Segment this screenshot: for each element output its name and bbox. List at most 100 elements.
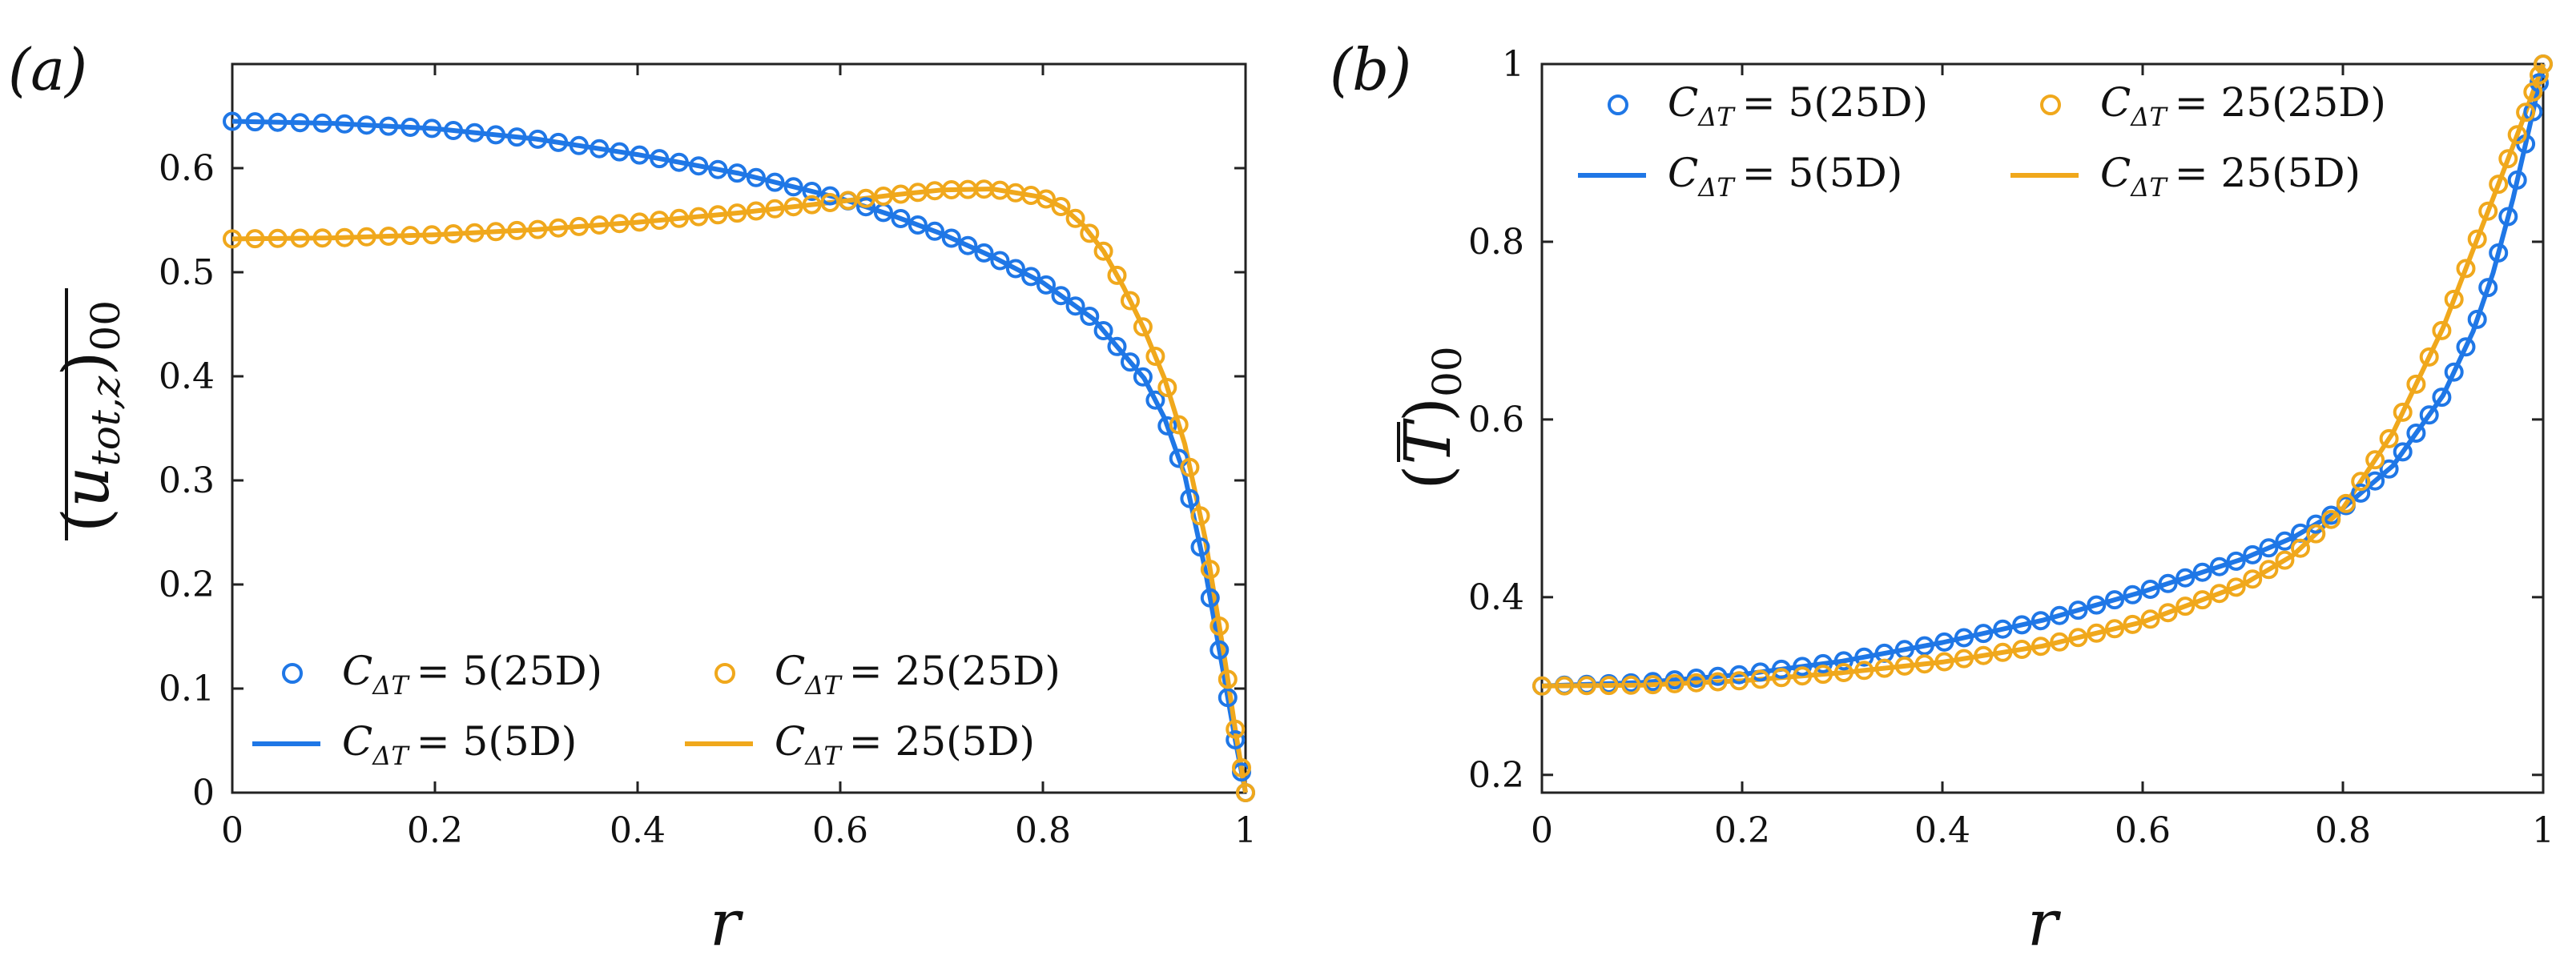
panel-b-legend-label-C5_25D: CΔT = 5(25D) <box>1668 79 1928 132</box>
panel-b-series-C25_25D-point <box>2489 175 2509 195</box>
panel-a-series-C5_25D-point <box>669 152 689 172</box>
panel-a-legend-label-C25_25D: CΔT = 25(25D) <box>775 648 1061 701</box>
panel-a-legend-marker-C5_25D <box>282 663 303 684</box>
panel-b-series-C5_25D-point <box>2031 611 2051 631</box>
panel-a-series-C25_25D-point <box>1157 378 1177 397</box>
panel-a-series-C5_25D-point <box>245 112 265 132</box>
panel-b-series-C5_25D-point <box>2379 459 2399 479</box>
panel-a-legend-marker-C25_25D <box>714 663 735 684</box>
panel-b-series-C25_25D-point <box>2444 289 2464 309</box>
panel-a-series-C5_25D-point <box>569 135 589 155</box>
panel-a-xtick-label: 0.8 <box>1015 810 1071 851</box>
panel-b-series-C5_25D-point <box>2123 584 2143 604</box>
panel-a-series-C5_25D-point <box>958 235 978 255</box>
panel-b-xtick-label: 1 <box>2532 810 2554 851</box>
panel-b-xtick-label: 0.8 <box>2315 810 2371 851</box>
panel-b-xlabel: r <box>2027 886 2062 960</box>
panel-b-series-C25_25D-point <box>2031 637 2051 657</box>
panel-a-series-C25_25D-point <box>1236 783 1255 802</box>
panel-a-series-C5_25D-point <box>528 129 548 149</box>
panel-a-xtick-label: 0.2 <box>407 810 463 851</box>
panel-a-series-C25_25D-point <box>669 208 689 228</box>
panel-b-series-C25_25D-point <box>1974 645 1994 665</box>
panel-b-series-C5_25D-point <box>1813 653 1833 673</box>
panel-a-series-C5_25D-point <box>974 243 994 263</box>
panel-a-xtick-label: 0.6 <box>812 810 868 851</box>
panel-a-series-C25_25D-point <box>400 226 421 246</box>
panel-b-series-C25_25D-point <box>2507 125 2527 145</box>
panel-b-xtick-label: 0 <box>1531 810 1553 851</box>
panel-a-series-C5_25D-point <box>610 142 630 162</box>
panel-b-series-C25_25D-point <box>1772 668 1791 688</box>
panel-b-xtick-label: 0.4 <box>1914 810 1970 851</box>
panel-b-series-C5_25D-point <box>2087 595 2107 615</box>
panel-b-series-C5_25D-point <box>2507 170 2527 190</box>
panel-a-series-C25_25D-point <box>783 197 803 217</box>
panel-b-series-C5_25D-point <box>2192 562 2212 582</box>
panel-a-series-C5_25D-point <box>1093 321 1113 340</box>
panel-a-series-C5_25D-point <box>1021 267 1041 287</box>
panel-a-series-C5_25D-point <box>290 113 310 133</box>
panel-a-series-C25_25D-point <box>379 227 399 246</box>
panel-a-series-C5_25D-point <box>356 115 376 135</box>
panel-a-ytick-label: 0.3 <box>159 460 215 501</box>
panel-a-series-C25_25D-point <box>1180 457 1200 477</box>
panel-b-series-C25_25D-point <box>2087 623 2107 643</box>
panel-b-series-C5_25D-point <box>2365 471 2385 491</box>
panel-b-series-C25_25D-point <box>2393 402 2413 422</box>
panel-a-ytick-label: 0.6 <box>159 148 215 189</box>
panel-a-legend-label-C5_5D: CΔT = 5(5D) <box>342 718 577 771</box>
panel-a-label: (a) <box>8 36 87 103</box>
panel-b-series-C5_25D-point <box>1750 662 1770 682</box>
panel-b-series-C5_25D-point <box>1974 624 1994 644</box>
panel-a-legend: CΔT = 5(25D) CΔT = 25(25D) CΔT = 5(5D) CΔT = 25… <box>252 648 1061 771</box>
panel-b-series-C25_25D-point <box>2351 472 2371 492</box>
panel-b-series-C25_25D-point <box>2530 65 2549 85</box>
panel-a-series-C25_25D-point <box>507 220 527 240</box>
panel-b-series-C5_25D-point <box>2068 600 2088 621</box>
panel-a-ytick-label: 0.4 <box>159 356 215 397</box>
panel-a-series-C25_25D-point <box>569 216 589 236</box>
panel-a-series-C25_25D-point <box>590 215 610 235</box>
panel-b-series-C5_25D-point <box>1772 659 1791 679</box>
panel-a-series-C25_25D-point <box>223 229 242 249</box>
panel-a-series-C5_25D-point <box>1121 352 1140 372</box>
panel-a-series-C25_25D-point <box>1145 347 1165 366</box>
panel-b-series-C25_25D-point <box>1532 676 1552 696</box>
panel-b-series-C25_25D-point <box>1813 665 1833 685</box>
panel-b-series-C25_25D-point <box>1833 663 1854 682</box>
panel-a-series-C25_25D-point <box>486 222 505 242</box>
panel-a-series-C25_25D-point <box>465 223 485 243</box>
panel-b-series-C5_25D-point <box>1833 651 1854 671</box>
panel-a-series-C5_25D-point <box>925 221 944 241</box>
panel-b-series-C5_25D-point <box>1914 636 1934 656</box>
panel-b-series-C25_25D-point <box>2176 596 2196 617</box>
panel-a-series-C25_25D-point <box>746 201 766 221</box>
panel-a-xlabel: r <box>710 886 744 960</box>
panel-a-series-C25_25D-point <box>856 188 875 208</box>
panel-a-ytick-label: 0.5 <box>159 252 215 293</box>
panel-a-series-C25_25D-point <box>1036 189 1056 209</box>
panel-b-series-C5_25D-point <box>2012 615 2032 635</box>
panel-a-series-C25_25D-point <box>727 203 747 223</box>
panel-b-series-C5_25D-point <box>1934 632 1954 652</box>
panel-b-series-C25_25D-point <box>1854 661 1874 681</box>
panel-a-series-C5_25D-point <box>1218 688 1238 708</box>
panel-b-series-C25_25D-point <box>2406 374 2426 394</box>
panel-b-series-C25_25D-point <box>2306 524 2326 544</box>
panel-b-series-C5_25D-point <box>2406 424 2426 443</box>
panel-b-series-C5_25D-point <box>2259 538 2279 558</box>
panel-b-series-C25_25D-point <box>1576 676 1596 696</box>
panel-a-series-C5_25D-point <box>223 111 242 131</box>
panel-b-series-C5_25D-point <box>2275 531 2295 551</box>
panel-a-series-C5_25D-point <box>486 125 505 145</box>
panel-b-legend-label-C25_5D: CΔT = 25(5D) <box>2100 150 2361 203</box>
panel-a-series-C5_25D-point <box>1145 390 1165 410</box>
panel-a-legend-label-C5_25D: CΔT = 5(25D) <box>342 648 602 701</box>
panel-b-series-C5_25D-point <box>2489 243 2509 263</box>
panel-b-ylabel-text: (T)00 <box>1391 346 1471 489</box>
panel-b-legend: CΔT = 5(25D) CΔT = 25(25D) CΔT = 5(5D) CΔT = 25… <box>1578 79 2386 203</box>
panel-b-series-C25_25D-point <box>2158 603 2178 623</box>
panel-a-series-C5_25D-point <box>820 186 840 206</box>
panel-a-series-C5_25D-point <box>630 145 650 165</box>
